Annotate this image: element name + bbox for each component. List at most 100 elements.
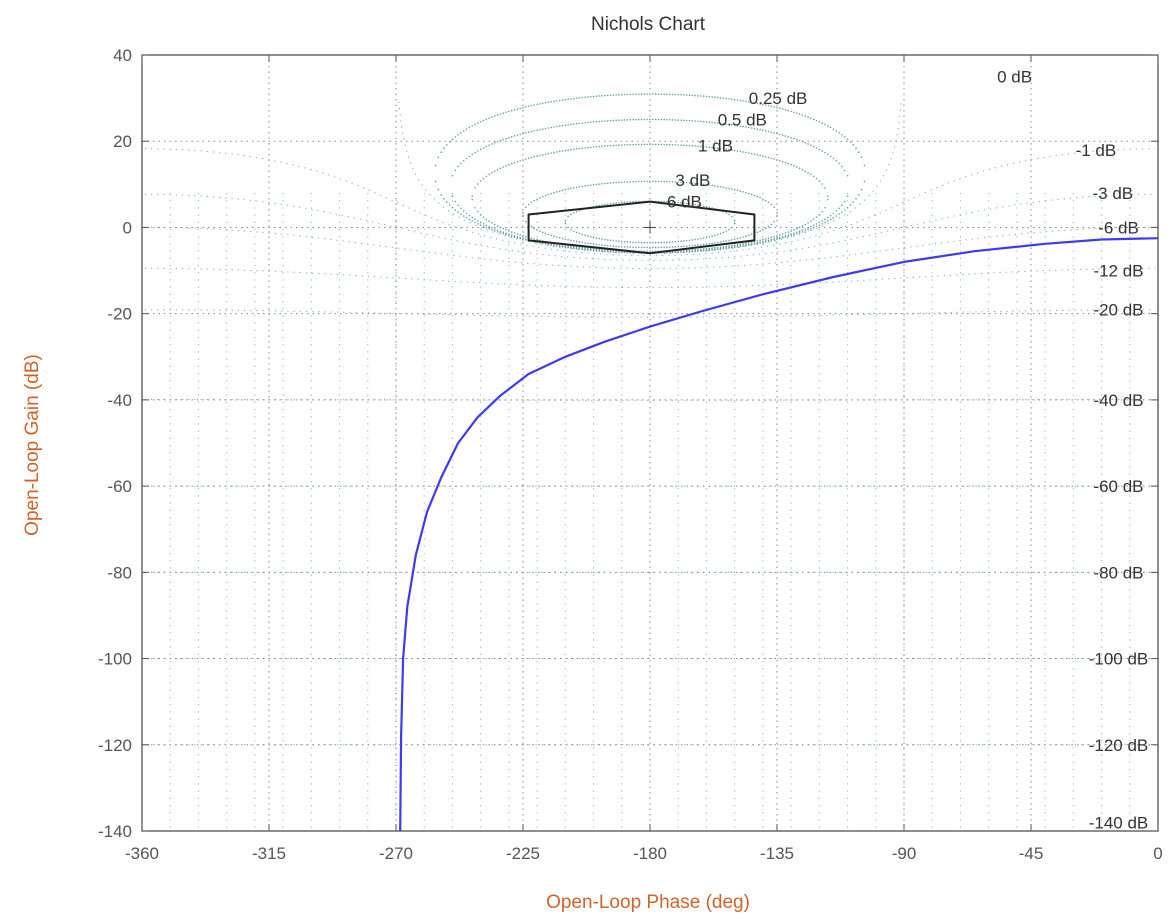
m-circle-dot (829, 126, 832, 129)
m-circle-dot (793, 232, 795, 234)
m-circle-dot (508, 230, 510, 232)
m-circle-dot (581, 241, 584, 244)
m-circle-dot (719, 232, 722, 235)
m-circle-dot (795, 232, 798, 235)
m-circle-dot (804, 170, 807, 172)
m-circle-dot (790, 163, 792, 166)
m-circle-dot (477, 122, 479, 124)
m-circle-dot (784, 232, 787, 234)
m-circle-dot (708, 247, 711, 250)
m-circle-dot (606, 94, 609, 97)
m-circle-dot (556, 244, 558, 247)
m-circle-dot (626, 246, 629, 248)
m-circle-dot (460, 131, 462, 134)
m-circle-dot (462, 215, 465, 217)
m-circle-dot (714, 121, 716, 124)
m-circle-dot (855, 197, 857, 200)
m-circle-dot (784, 236, 787, 238)
m-circle-dot (838, 207, 840, 210)
m-circle-dot (657, 143, 660, 146)
m-circle-dot (558, 99, 561, 102)
m-circle-dot (807, 222, 809, 224)
m-circle-dot (773, 220, 775, 223)
m-circle-dot (759, 196, 761, 199)
m-circle-dot (660, 118, 663, 121)
m-circle-label: -1 dB (1076, 141, 1117, 160)
m-circle-dot (714, 147, 716, 149)
m-circle-dot (474, 151, 476, 154)
m-circle-dot (595, 243, 598, 246)
m-circle-dot (541, 102, 544, 105)
m-circle-dot (570, 246, 572, 249)
m-circle-dot (677, 144, 680, 146)
m-circle-dot (443, 197, 445, 200)
m-circle-dot (764, 238, 767, 240)
m-circle-dot (609, 245, 612, 247)
y-tick-label: -60 (107, 477, 132, 496)
m-circle-dot (598, 237, 600, 240)
m-circle-dot (587, 184, 589, 187)
m-circle-dot (632, 93, 634, 96)
m-circle-dot (728, 239, 730, 242)
m-circle-dot (513, 236, 516, 238)
m-circle-dot (776, 106, 778, 109)
m-circle-dot (810, 173, 812, 176)
m-circle-dot (747, 192, 750, 195)
m-circle-dot (742, 242, 744, 245)
m-circle-dot (635, 143, 637, 146)
m-circle-dot (694, 94, 696, 97)
m-circle-dot (502, 166, 505, 168)
m-circle-dot (762, 198, 764, 200)
m-circle-dot (804, 141, 807, 144)
m-circle-dot (688, 250, 691, 252)
m-circle-dot (827, 125, 829, 127)
m-circle-dot (736, 189, 739, 192)
margin-hexagon (527, 200, 756, 255)
m-circle-dot (674, 240, 677, 243)
m-circle-dot (846, 195, 849, 197)
m-circle-dot (824, 218, 826, 221)
x-tick-label: -225 (506, 844, 540, 863)
m-circle-dot (547, 152, 550, 155)
m-circle-dot (694, 248, 696, 251)
m-circle-dot (629, 201, 632, 203)
m-circle-dot (691, 120, 694, 122)
m-circle-dot (530, 156, 533, 159)
m-circle-dot (731, 215, 733, 218)
m-circle-dot (668, 93, 671, 96)
m-circle-dot (745, 126, 747, 128)
m-circle-dot (643, 180, 646, 183)
m-circle-label: -40 dB (1093, 391, 1143, 410)
m-circle-dot (725, 230, 727, 232)
m-circle-dot (824, 206, 826, 209)
m-circle-dot (705, 146, 708, 148)
m-circle-dot (652, 118, 654, 121)
m-circle-dot (637, 93, 640, 95)
m-circle-dot (601, 145, 603, 148)
m-circle-dot (471, 198, 474, 201)
m-circle-dot (660, 241, 663, 244)
m-circle-dot (832, 212, 835, 215)
m-circle-dot (522, 234, 524, 237)
chart-title: Nichols Chart (591, 14, 706, 35)
m-circle-label: 0.25 dB (749, 89, 808, 108)
m-circle-dot (677, 119, 680, 121)
m-circle-dot (688, 182, 691, 184)
m-circle-dot (787, 109, 790, 112)
m-circle-dot (646, 246, 648, 249)
m-circle-dot (671, 93, 674, 96)
m-circle-dot (767, 130, 770, 133)
m-circle-dot (573, 148, 575, 151)
m-circle-dot (499, 232, 502, 234)
m-circle-dot (759, 103, 761, 105)
m-circle-dot (564, 149, 567, 152)
m-circle-dot (570, 187, 572, 190)
m-circle-dot (544, 127, 547, 130)
m-circle-dot (482, 216, 485, 218)
m-circle-dot (652, 250, 654, 253)
m-circle-dot (623, 181, 626, 183)
m-circle-dot (513, 161, 516, 164)
m-circle-dot (747, 241, 750, 244)
m-circle-dot (705, 121, 708, 123)
